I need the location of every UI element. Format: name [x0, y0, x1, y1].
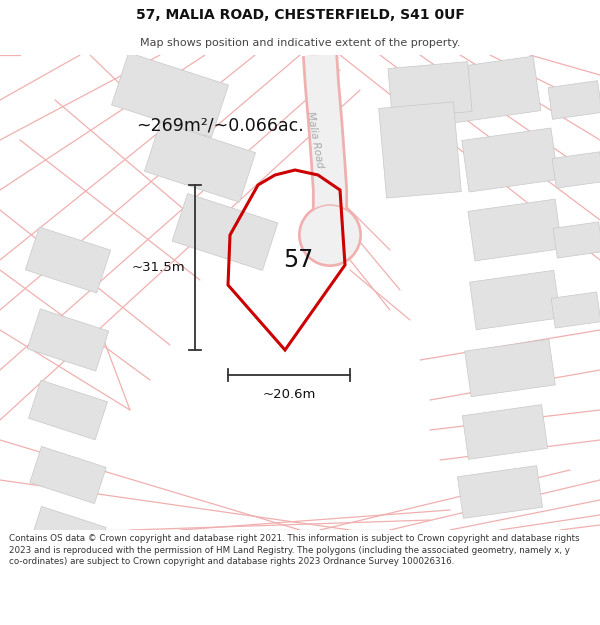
Polygon shape	[388, 62, 472, 118]
Polygon shape	[27, 309, 109, 371]
Polygon shape	[465, 339, 555, 397]
Text: Malia Road: Malia Road	[305, 111, 325, 169]
Polygon shape	[470, 271, 560, 329]
Text: 57, MALIA ROAD, CHESTERFIELD, S41 0UF: 57, MALIA ROAD, CHESTERFIELD, S41 0UF	[136, 8, 464, 22]
Text: ~269m²/~0.066ac.: ~269m²/~0.066ac.	[136, 116, 304, 134]
Polygon shape	[112, 52, 229, 138]
Polygon shape	[30, 446, 106, 504]
Polygon shape	[379, 102, 461, 198]
Text: ~31.5m: ~31.5m	[131, 261, 185, 274]
Text: 57: 57	[283, 248, 313, 272]
Polygon shape	[548, 81, 600, 119]
Circle shape	[300, 205, 360, 265]
Polygon shape	[463, 404, 548, 459]
Polygon shape	[30, 506, 106, 564]
Circle shape	[298, 203, 362, 267]
Polygon shape	[552, 152, 600, 188]
Polygon shape	[468, 199, 562, 261]
Polygon shape	[29, 380, 107, 440]
Polygon shape	[145, 122, 256, 202]
Polygon shape	[551, 292, 600, 328]
Text: Map shows position and indicative extent of the property.: Map shows position and indicative extent…	[140, 38, 460, 48]
Text: ~20.6m: ~20.6m	[262, 388, 316, 401]
Polygon shape	[553, 222, 600, 258]
Polygon shape	[462, 128, 558, 192]
Polygon shape	[172, 194, 278, 271]
Polygon shape	[439, 56, 541, 124]
Polygon shape	[457, 466, 542, 518]
Text: Contains OS data © Crown copyright and database right 2021. This information is : Contains OS data © Crown copyright and d…	[9, 534, 580, 566]
Polygon shape	[25, 227, 110, 293]
